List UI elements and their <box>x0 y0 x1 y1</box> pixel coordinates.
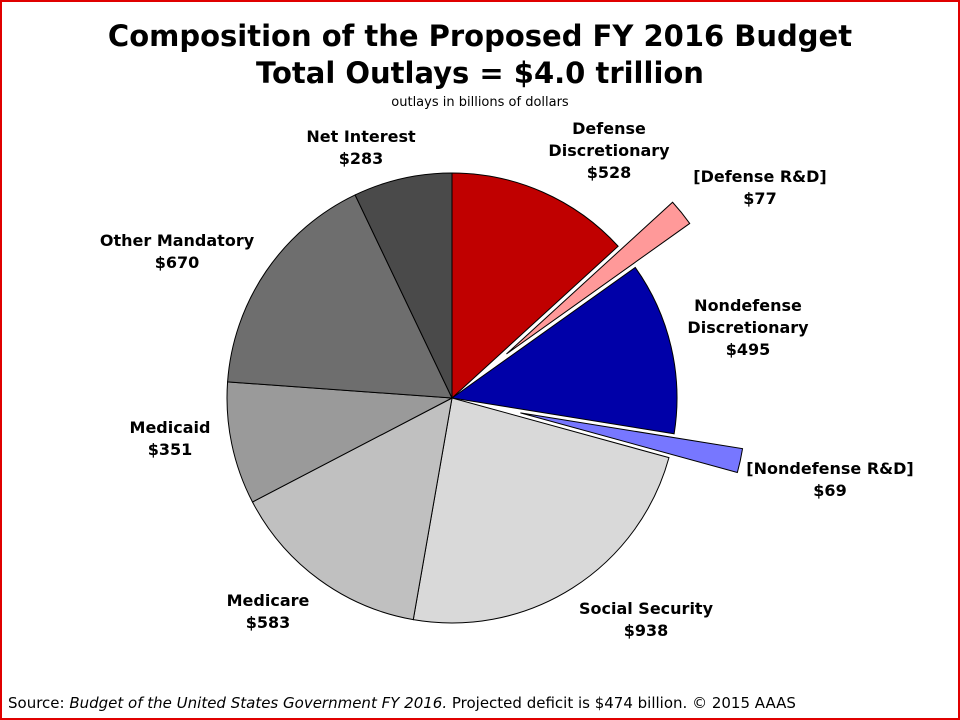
pie-value-label: $69 <box>813 481 846 500</box>
pie-category-label: Discretionary <box>548 141 670 160</box>
pie-slice-defense-r-d <box>506 201 691 355</box>
pie-value-label: $670 <box>155 253 200 272</box>
pie-category-label: Medicaid <box>130 418 211 437</box>
pie-label-social-security: Social Security $938 <box>579 599 714 640</box>
pie-labels: Defense Discretionary $528 [Defense R&D] $77… <box>100 119 914 640</box>
pie-category-label: Medicare <box>227 591 310 610</box>
source-suffix: Projected deficit is $474 billion. © 201… <box>447 694 796 712</box>
pie-category-label: [Defense R&D] <box>693 167 826 186</box>
pie-value-label: $938 <box>624 621 669 640</box>
pie-category-label: Social Security <box>579 599 714 618</box>
pie-slice-net-interest <box>354 172 453 399</box>
pie-slice-other-mandatory <box>227 194 453 399</box>
pie-slice-medicaid <box>226 381 454 503</box>
source-note: Source: Budget of the United States Gove… <box>8 694 796 712</box>
pie-label-net-interest: Net Interest $283 <box>306 127 416 168</box>
pie-category-label: [Nondefense R&D] <box>746 459 913 478</box>
chart-title-line-1: Composition of the Proposed FY 2016 Budg… <box>107 19 853 53</box>
pie-value-label: $528 <box>587 163 632 182</box>
pie-category-label: Discretionary <box>687 318 809 337</box>
pie-value-label: $351 <box>148 440 193 459</box>
pie-label-medicaid: Medicaid $351 <box>130 418 211 459</box>
pie-slice-medicare <box>251 397 453 621</box>
source-prefix: Source: <box>8 694 70 712</box>
pie-slice-nondefense-discretionary <box>450 266 678 435</box>
pie-slices <box>226 172 744 624</box>
pie-slice-nondefense-r-d <box>520 412 744 474</box>
pie-label-defense-r-d: [Defense R&D] $77 <box>693 167 826 208</box>
pie-slice-social-security <box>412 397 670 624</box>
pie-label-nondefense-discretionary: Nondefense Discretionary $495 <box>687 296 809 359</box>
pie-value-label: $283 <box>339 149 384 168</box>
chart-subtitle: outlays in billions of dollars <box>391 95 569 110</box>
pie-category-label: Net Interest <box>306 127 416 146</box>
pie-label-medicare: Medicare $583 <box>227 591 310 632</box>
pie-category-label: Nondefense <box>694 296 802 315</box>
chart-title-line-2: Total Outlays = $4.0 trillion <box>256 56 704 90</box>
pie-slice-defense-discretionary <box>451 172 619 400</box>
source-publication: Budget of the United States Government F… <box>69 694 448 712</box>
pie-category-label: Defense <box>572 119 646 138</box>
pie-value-label: $583 <box>246 613 291 632</box>
pie-value-label: $495 <box>726 340 771 359</box>
chart-title: Composition of the Proposed FY 2016 Budg… <box>0 18 960 92</box>
pie-category-label: Other Mandatory <box>100 231 255 250</box>
pie-value-label: $77 <box>743 189 776 208</box>
pie-label-defense-discretionary: Defense Discretionary $528 <box>548 119 670 182</box>
pie-label-nondefense-r-d: [Nondefense R&D] $69 <box>746 459 913 500</box>
pie-label-other-mandatory: Other Mandatory $670 <box>100 231 255 272</box>
